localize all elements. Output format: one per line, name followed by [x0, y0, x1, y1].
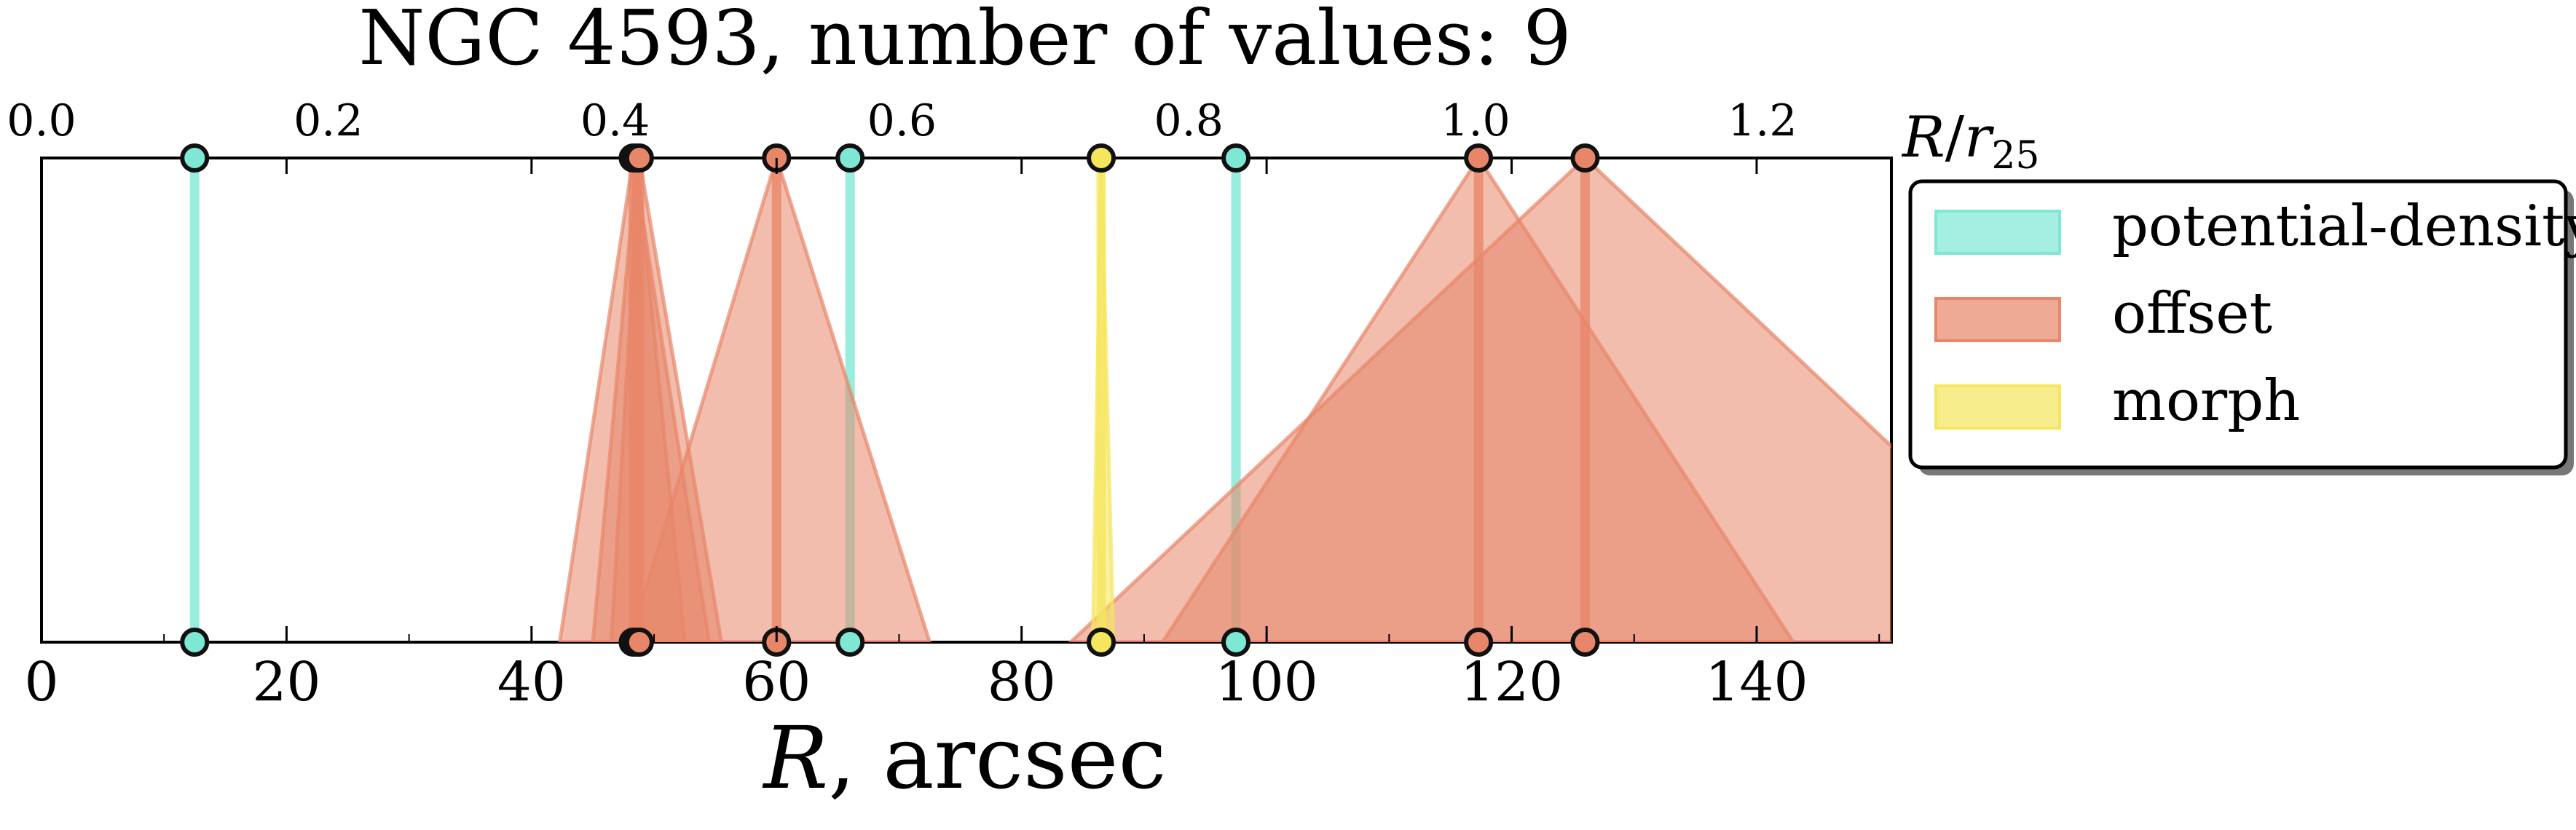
- top-tick-label: 0.2: [294, 95, 363, 146]
- bottom-x-axis: 0 20 40 60 80 100 120 140: [24, 158, 1880, 714]
- x-tick-label: 100: [1215, 651, 1317, 714]
- value-marker-top: [1570, 143, 1600, 173]
- plot-area: [40, 143, 1893, 657]
- legend-swatch: [1934, 210, 2061, 255]
- x-axis-label-text: , arcsec: [828, 708, 1166, 808]
- value-marker-top: [835, 143, 865, 173]
- x-tick-label: 0: [24, 651, 58, 714]
- series-morph: [1090, 158, 1116, 642]
- x-tick-label: 60: [742, 651, 811, 714]
- value-marker-top: [1464, 143, 1494, 173]
- x-tick-label: 20: [252, 651, 320, 714]
- value-marker-bottom: [624, 628, 654, 657]
- value-span: [1068, 158, 1891, 642]
- legend-swatch: [1934, 384, 2061, 430]
- value-marker-bottom: [1464, 628, 1494, 657]
- x-tick-label: 120: [1460, 651, 1563, 714]
- value-marker-bottom: [835, 628, 865, 657]
- top-tick-label: 0.4: [580, 95, 650, 146]
- top-tick-label: 0.8: [1154, 95, 1223, 146]
- value-marker-bottom: [1087, 628, 1116, 657]
- x-axis-label: R, arcsec: [762, 708, 1166, 808]
- value-marker-top: [1221, 143, 1251, 173]
- value-marker-top: [180, 143, 210, 173]
- top-axis-label: R/r25: [1901, 105, 2039, 178]
- top-tick-label: 0.0: [7, 95, 76, 146]
- value-marker-top: [624, 143, 654, 173]
- value-marker-bottom: [180, 628, 210, 657]
- x-tick-label: 80: [988, 651, 1056, 714]
- top-tick-label: 1.0: [1441, 95, 1510, 146]
- top-tick-label: 1.2: [1728, 95, 1797, 146]
- x-tick-label: 140: [1705, 651, 1808, 714]
- x-tick-label: 40: [497, 651, 566, 714]
- legend-swatch: [1934, 297, 2061, 342]
- legend-box: [1908, 179, 2568, 470]
- legend-label: morph: [2112, 368, 2300, 434]
- series-offset: [558, 158, 1891, 642]
- value-marker-top: [1087, 143, 1116, 173]
- legend-label: potential-density: [2112, 194, 2576, 259]
- value-marker-bottom: [1570, 628, 1600, 657]
- chart-title: NGC 4593, number of values: 9: [358, 0, 1571, 82]
- plot-frame: [40, 157, 1893, 644]
- top-tick-label: 0.6: [867, 95, 937, 146]
- top-x-axis: 0.0 0.2 0.4 0.6 0.8 1.0 1.2: [7, 95, 1797, 146]
- legend-label: offset: [2112, 281, 2272, 347]
- value-marker-bottom: [1221, 628, 1251, 657]
- legend: potential-density offset morph: [1908, 179, 2576, 475]
